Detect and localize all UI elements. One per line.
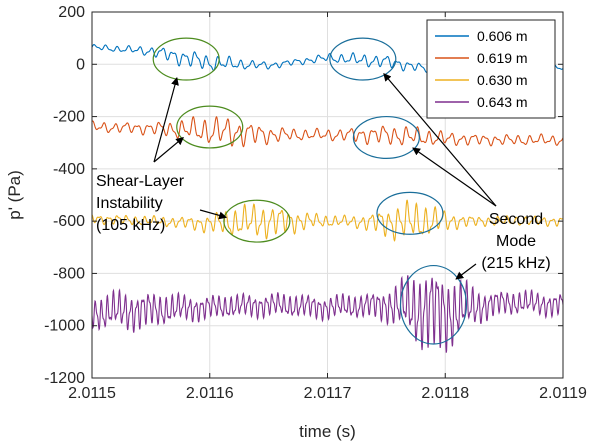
series-line-1 [91, 115, 564, 148]
y-tick-label: -1000 [44, 318, 85, 335]
annotation-ellipse [399, 264, 468, 345]
y-tick-label: -400 [53, 161, 85, 178]
annotation-layer: Shear-Layer Instability (105 kHz) Second Mod… [96, 37, 551, 345]
annotation-ellipse [376, 191, 444, 235]
series-line-3 [91, 275, 564, 353]
y-tick-label: 0 [76, 56, 85, 73]
annotation-text: Second [489, 211, 543, 228]
x-tick-label: 2.0116 [186, 385, 234, 402]
annotation-ellipse [223, 199, 291, 243]
annotation-arrow [455, 263, 477, 280]
x-tick-label: 2.0115 [68, 385, 116, 402]
y-tick-label: -1200 [44, 370, 85, 387]
x-tick-label: 2.0117 [304, 385, 352, 402]
annotation-text: Shear-Layer [96, 173, 185, 190]
annotation-text: (215 kHz) [481, 255, 550, 272]
annotation-text: Mode [496, 233, 536, 250]
x-axis-label: time (s) [299, 422, 356, 441]
y-tick-label: -600 [53, 213, 85, 230]
y-tick-label: 200 [58, 4, 85, 21]
annotation-ellipse [329, 37, 397, 81]
axes: 2.0115 2.0116 2.0117 2.0118 2.0119 -1200 -1000… [5, 4, 587, 441]
legend-label: 0.643 m [477, 94, 528, 110]
annotation-arrow [199, 209, 228, 220]
annotation-ellipse [352, 115, 420, 160]
legend-label: 0.619 m [477, 50, 528, 66]
x-tick-label: 2.0118 [421, 385, 469, 402]
y-tick-label: -800 [53, 265, 85, 282]
series-line-2 [91, 199, 564, 242]
annotation-arrow [412, 147, 497, 207]
annotation-arrow [153, 136, 184, 163]
annotation-text: Instability [96, 195, 163, 212]
legend-label: 0.606 m [477, 28, 528, 44]
legend: 0.606 m 0.619 m 0.630 m 0.643 m [426, 19, 556, 119]
annotation-arrow [153, 77, 179, 163]
x-tick-label: 2.0119 [539, 385, 587, 402]
annotation-text: (105 kHz) [96, 217, 165, 234]
annotation-ellipse [176, 105, 244, 149]
legend-label: 0.630 m [477, 72, 528, 88]
y-axis-label: p' (Pa) [5, 170, 24, 220]
annotation-ellipse [152, 37, 220, 81]
annotation-arrow [383, 73, 497, 207]
y-tick-label: -200 [53, 109, 85, 126]
